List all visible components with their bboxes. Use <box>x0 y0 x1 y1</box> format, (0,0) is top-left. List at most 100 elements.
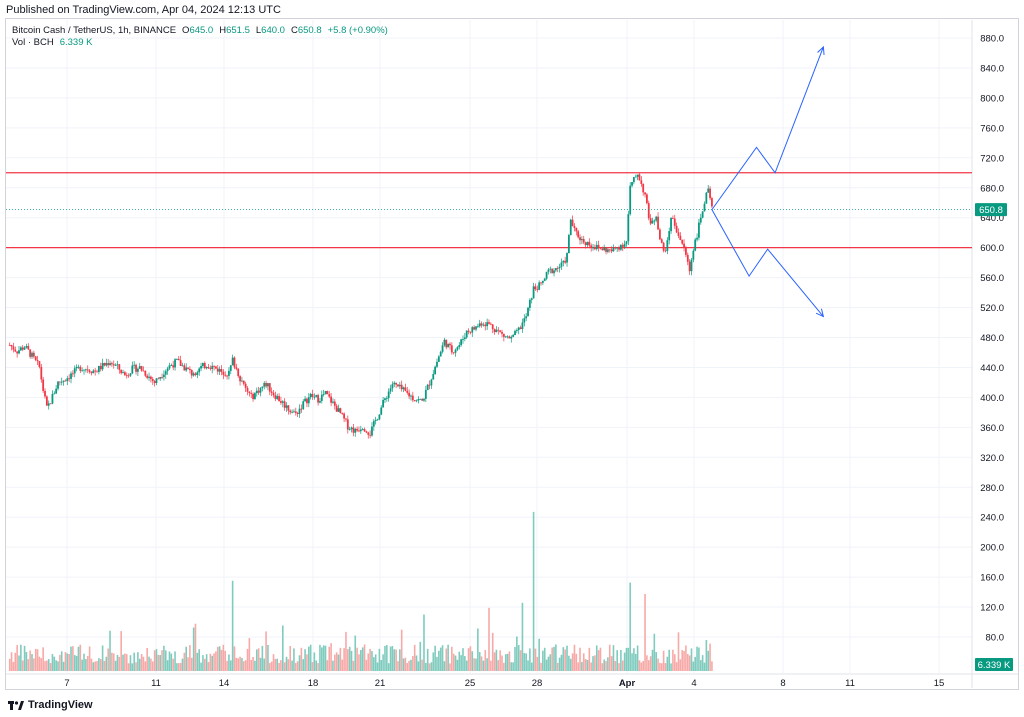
candle-body <box>655 216 658 221</box>
volume-bar <box>190 657 193 671</box>
candle-body <box>198 368 201 373</box>
candle-body <box>378 414 381 420</box>
candle-body <box>294 411 297 413</box>
candle-body <box>536 289 539 290</box>
candle-body <box>83 369 85 371</box>
volume-bar <box>241 658 243 671</box>
volume-bar <box>142 656 145 671</box>
volume-bar <box>376 662 379 671</box>
candle-body <box>406 390 409 393</box>
candle-body <box>592 247 594 249</box>
volume-bar <box>125 654 128 671</box>
volume-bar <box>272 654 275 671</box>
candle-body <box>261 386 264 388</box>
candle-body <box>660 239 663 243</box>
candle-body <box>42 379 45 391</box>
volume-bar <box>200 662 202 671</box>
candle-body <box>220 369 223 372</box>
candle-body <box>361 429 364 430</box>
volume-bar <box>491 632 494 671</box>
candle-body <box>27 346 30 350</box>
volume-bar <box>216 646 219 671</box>
candle-body <box>129 373 132 376</box>
volume-bar <box>79 644 82 671</box>
volume-bar <box>449 663 451 671</box>
y-tick-label: 160.0 <box>980 573 1004 584</box>
volume-bar <box>668 649 670 671</box>
volume-bar <box>330 643 332 671</box>
volume-bar <box>14 652 17 671</box>
candle-body <box>675 225 678 233</box>
volume-bar <box>38 656 41 671</box>
candle-body <box>263 382 266 387</box>
candle-body <box>456 347 459 350</box>
volume-bar <box>270 661 273 671</box>
candle-body <box>413 400 416 402</box>
volume-bar <box>224 650 227 671</box>
y-tick-label: 200.0 <box>980 543 1004 554</box>
candle-body <box>289 410 292 413</box>
candle-body <box>690 259 693 272</box>
volume-bar <box>705 640 708 671</box>
candle-body <box>10 345 13 347</box>
volume-bar <box>484 650 487 671</box>
candle-body <box>123 372 126 376</box>
candle-body <box>374 419 377 422</box>
volume-bar <box>701 655 704 671</box>
volume-bar <box>166 660 169 671</box>
candle-body <box>350 427 353 430</box>
candle-body <box>640 180 643 184</box>
volume-bar <box>614 660 617 671</box>
candle-body <box>109 363 111 366</box>
candle-body <box>190 370 193 376</box>
volume-bar <box>27 659 30 671</box>
candle-body <box>166 368 169 372</box>
volume-bar <box>514 647 516 671</box>
volume-bar <box>360 650 362 671</box>
x-tick-label: 4 <box>691 678 696 689</box>
candle-body <box>439 351 442 357</box>
candle-body <box>257 390 260 393</box>
candle-body <box>92 370 95 374</box>
volume-bar <box>189 645 191 671</box>
candle-body <box>64 380 67 382</box>
volume-label[interactable]: Vol · BCH <box>12 37 54 48</box>
volume-bar <box>276 658 279 671</box>
candle-body <box>252 393 254 400</box>
volume-bar <box>94 661 96 671</box>
candle-body <box>642 183 645 193</box>
candle-body <box>679 235 682 240</box>
volume-bar <box>111 652 113 671</box>
volume-bar <box>664 663 667 671</box>
candle-body <box>508 336 511 339</box>
tradingview-logo[interactable]: TradingView <box>8 699 93 711</box>
volume-bar <box>623 652 626 671</box>
volume-bar <box>109 630 111 671</box>
candle-body <box>367 432 370 435</box>
candle-body <box>688 261 691 272</box>
volume-bar <box>402 658 405 671</box>
candle-body <box>644 192 646 195</box>
volume-bar <box>295 662 297 671</box>
candle-body <box>430 379 433 386</box>
volume-bar <box>185 646 187 671</box>
candle-body <box>32 352 35 357</box>
volume-bar <box>480 656 483 671</box>
candle-body <box>646 194 648 204</box>
volume-bar <box>577 662 579 671</box>
last-price-tag-label: 650.8 <box>979 205 1003 216</box>
volume-bar <box>335 652 338 671</box>
candle-body <box>304 398 306 402</box>
volume-bar <box>439 647 442 671</box>
volume-bar <box>692 661 695 671</box>
candle-body <box>34 356 37 361</box>
candle-body <box>239 376 241 382</box>
volume-bar <box>343 648 345 671</box>
candle-body <box>101 363 104 370</box>
volume-bar <box>430 662 433 671</box>
candle-body <box>454 349 457 353</box>
volume-bar <box>99 659 102 671</box>
candle-body <box>183 365 186 371</box>
symbol-title[interactable]: Bitcoin Cash / TetherUS, 1h, BINANCE <box>12 25 177 36</box>
